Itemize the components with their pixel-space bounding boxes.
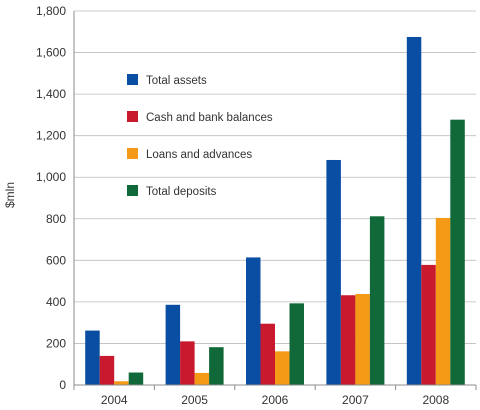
bar: [114, 381, 129, 385]
bar: [85, 330, 100, 385]
bar: [450, 119, 465, 385]
y-tick-label: 1,400: [36, 87, 66, 101]
legend-label: Total deposits: [146, 186, 217, 198]
bar: [165, 304, 181, 385]
y-tick-label: 0: [59, 378, 66, 392]
bar: [209, 347, 224, 385]
bar: [246, 257, 261, 385]
y-axis-title: $mln: [3, 182, 17, 208]
legend: Total assets Cash and bank balances Loans …: [127, 74, 273, 198]
x-tick-label: 2004: [101, 393, 128, 407]
legend-label: Total assets: [146, 75, 207, 87]
y-tick-label: 1,600: [36, 46, 66, 60]
y-tick-label: 600: [46, 253, 66, 267]
y-tick-label: 1,800: [36, 4, 66, 18]
bar: [421, 264, 436, 385]
legend-label: Loans and advances: [146, 149, 252, 161]
y-tick-label: 800: [46, 212, 66, 226]
bars: [85, 36, 465, 385]
bar: [180, 341, 195, 385]
bar: [128, 372, 144, 385]
bar: [260, 323, 275, 385]
y-tick-label: 1,200: [36, 129, 66, 143]
bar: [340, 295, 356, 385]
bar: [99, 355, 115, 385]
legend-swatch: [127, 185, 138, 196]
bar: [289, 303, 304, 385]
bar: [275, 351, 290, 385]
gridlines: [74, 10, 476, 344]
y-tick-label: 1,000: [36, 170, 66, 184]
bar: [406, 36, 422, 385]
legend-swatch: [127, 74, 138, 85]
x-tick-label: 2008: [422, 393, 449, 407]
legend-swatch: [127, 111, 138, 122]
x-tick-label: 2005: [181, 393, 208, 407]
x-tick-label: 2006: [262, 393, 289, 407]
bar: [355, 293, 370, 385]
bar: [369, 216, 385, 385]
y-tick-label: 400: [46, 295, 66, 309]
bar: [435, 217, 451, 385]
axes: 0 200 400 600 800 1,000 1,200 1,400 1,600 1,800 20…: [36, 4, 477, 407]
bar: [326, 159, 341, 385]
bar: [194, 372, 210, 385]
legend-swatch: [127, 148, 138, 159]
y-tick-label: 200: [46, 336, 66, 350]
legend-label: Cash and bank balances: [146, 112, 273, 124]
x-tick-label: 2007: [342, 393, 369, 407]
